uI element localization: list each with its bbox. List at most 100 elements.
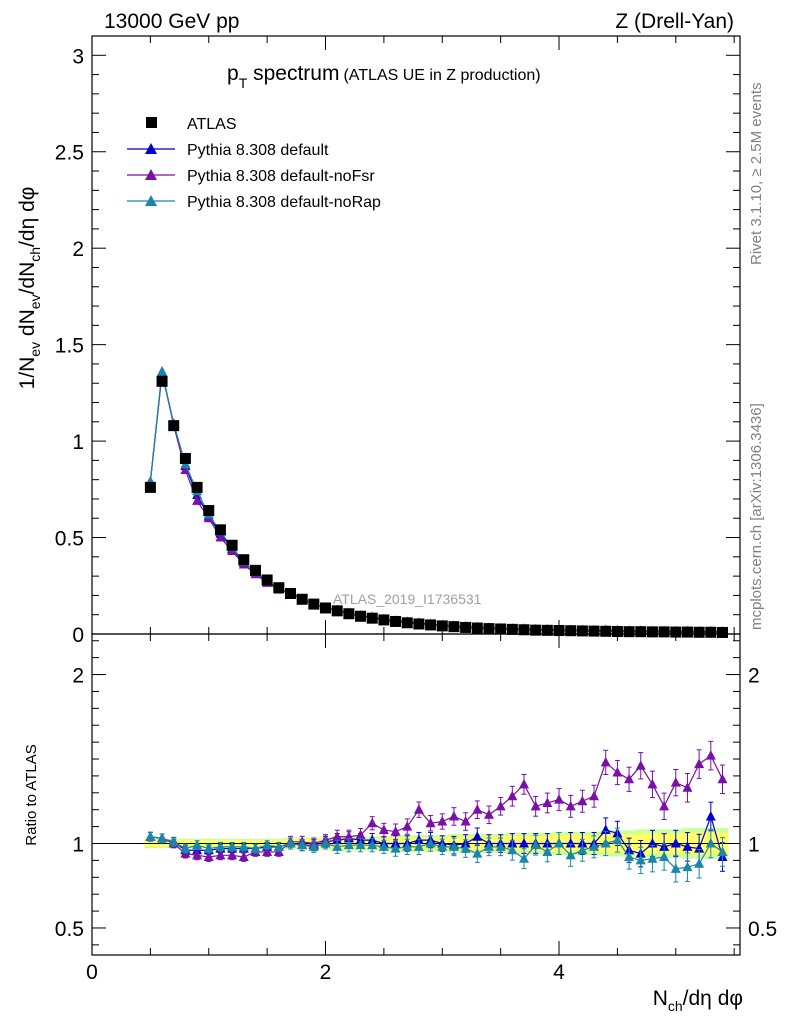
ratio-axis-ticks: 0.5 0.5 1 1 2 2 0 2 4 — [55, 634, 777, 984]
ratio-point-nofsr — [682, 782, 693, 792]
ratio-point-nofsr — [554, 794, 565, 804]
x-tick-label: 0 — [86, 961, 98, 984]
y-tick-label: 2.5 — [55, 142, 84, 165]
ratio-point-default — [472, 831, 483, 841]
point-atlas — [214, 524, 226, 536]
mcplots-label: mcplots.cern.ch [arXiv:1306.3436] — [748, 403, 765, 630]
point-atlas — [168, 420, 180, 432]
ratio-y-tick-label-right: 0.5 — [748, 918, 777, 941]
ratio-point-nofsr — [390, 826, 401, 836]
point-nofsr — [192, 495, 203, 505]
xlabel-part1: N — [653, 987, 668, 1010]
ratio-point-norap — [600, 837, 611, 848]
point-atlas — [284, 587, 296, 599]
point-atlas — [716, 626, 728, 638]
ratio-point-nofsr — [483, 809, 494, 819]
ratio-point-default — [519, 837, 529, 848]
y-axis-label: 1/Nev dNev/dNch/dη dφ — [16, 187, 43, 390]
point-atlas — [378, 614, 390, 626]
ratio-point-nofsr — [670, 777, 681, 787]
ratio-point-nofsr — [635, 760, 646, 770]
ratio-point-norap — [705, 837, 716, 848]
point-atlas — [506, 623, 518, 635]
ratio-point-nofsr — [215, 849, 226, 860]
ratio-point-norap — [273, 841, 284, 851]
legend-label-atlas: ATLAS — [187, 116, 237, 133]
point-atlas — [588, 625, 600, 637]
y-tick-label: 1.5 — [55, 335, 84, 358]
legend-marker-atlas — [146, 117, 157, 128]
ratio-y-tick-label: 0.5 — [55, 918, 84, 941]
ratio-point-nofsr — [565, 800, 576, 811]
ratio-point-norap — [554, 837, 565, 848]
ratio-point-nofsr — [437, 816, 448, 826]
ratio-point-norap — [483, 841, 494, 851]
ratio-point-norap — [297, 839, 308, 850]
ratio-point-norap — [694, 858, 705, 868]
ratio-point-nofsr — [472, 804, 483, 814]
legend-label-default: Pythia 8.308 default — [187, 142, 329, 159]
ratio-point-default — [705, 810, 716, 821]
ratio-point-norap — [192, 839, 203, 850]
ratio-point-nofsr — [192, 849, 203, 860]
ratio-point-norap — [495, 841, 506, 851]
point-atlas — [611, 625, 623, 637]
point-atlas — [541, 624, 553, 636]
ratio-point-norap — [320, 837, 331, 848]
point-nofsr — [180, 464, 191, 475]
y-tick-label: 0 — [72, 624, 84, 647]
ratio-point-norap — [262, 839, 273, 850]
ratio-frame — [91, 633, 741, 956]
ratio-point-norap — [635, 854, 646, 865]
ratio-point-norap — [472, 848, 483, 858]
point-atlas — [425, 619, 437, 631]
ylabel-part2: dN — [16, 309, 39, 342]
ratio-point-norap — [402, 841, 413, 851]
header-right: Z (Drell-Yan) — [615, 10, 734, 33]
point-atlas — [483, 623, 495, 635]
point-atlas — [436, 620, 448, 632]
point-norap — [157, 366, 168, 376]
point-atlas — [273, 582, 285, 594]
ratio-point-default — [565, 837, 576, 848]
ratio-point-norap — [717, 846, 728, 856]
point-atlas — [635, 626, 647, 638]
point-atlas — [460, 621, 472, 633]
main-axis-ticks: 0 0.5 1 1.5 2 2.5 3 — [55, 36, 740, 647]
ratio-point-norap — [589, 841, 600, 851]
x-axis-label: Nch/dη dφ — [653, 987, 743, 1014]
y-tick-label: 1 — [72, 431, 84, 454]
ratio-point-nofsr — [425, 817, 436, 828]
ratio-point-norap — [343, 839, 354, 850]
point-atlas — [355, 610, 367, 622]
point-atlas — [553, 625, 565, 637]
ratio-point-norap — [285, 837, 296, 848]
ratio-point-nofsr — [355, 829, 366, 840]
ratio-point-norap — [227, 841, 238, 851]
ratio-panel: 0.5 0.5 1 1 2 2 0 2 4 Ratio to ATLAS — [23, 633, 777, 984]
point-atlas — [156, 375, 168, 387]
point-atlas — [518, 624, 530, 636]
ratio-point-norap — [203, 843, 214, 853]
ratio-point-norap — [355, 839, 366, 850]
point-atlas — [670, 626, 682, 638]
ratio-point-norap — [425, 837, 436, 848]
point-atlas — [144, 481, 156, 493]
x-tick-label: 4 — [553, 961, 565, 984]
ratio-point-norap — [215, 841, 226, 851]
point-atlas — [658, 626, 670, 638]
point-nofsr — [215, 532, 226, 542]
ratio-point-norap — [670, 863, 681, 873]
point-atlas — [623, 626, 635, 638]
legend-label-nofsr: Pythia 8.308 default-noFsr — [187, 168, 375, 185]
point-atlas — [331, 605, 343, 617]
point-atlas — [693, 626, 705, 638]
ratio-point-nofsr — [332, 831, 343, 841]
ratio-point-norap — [612, 834, 623, 845]
point-atlas — [343, 608, 355, 620]
ratio-point-nofsr — [659, 800, 670, 811]
ratio-point-norap — [250, 843, 261, 853]
point-atlas — [705, 626, 717, 638]
ratio-point-nofsr — [624, 773, 635, 784]
